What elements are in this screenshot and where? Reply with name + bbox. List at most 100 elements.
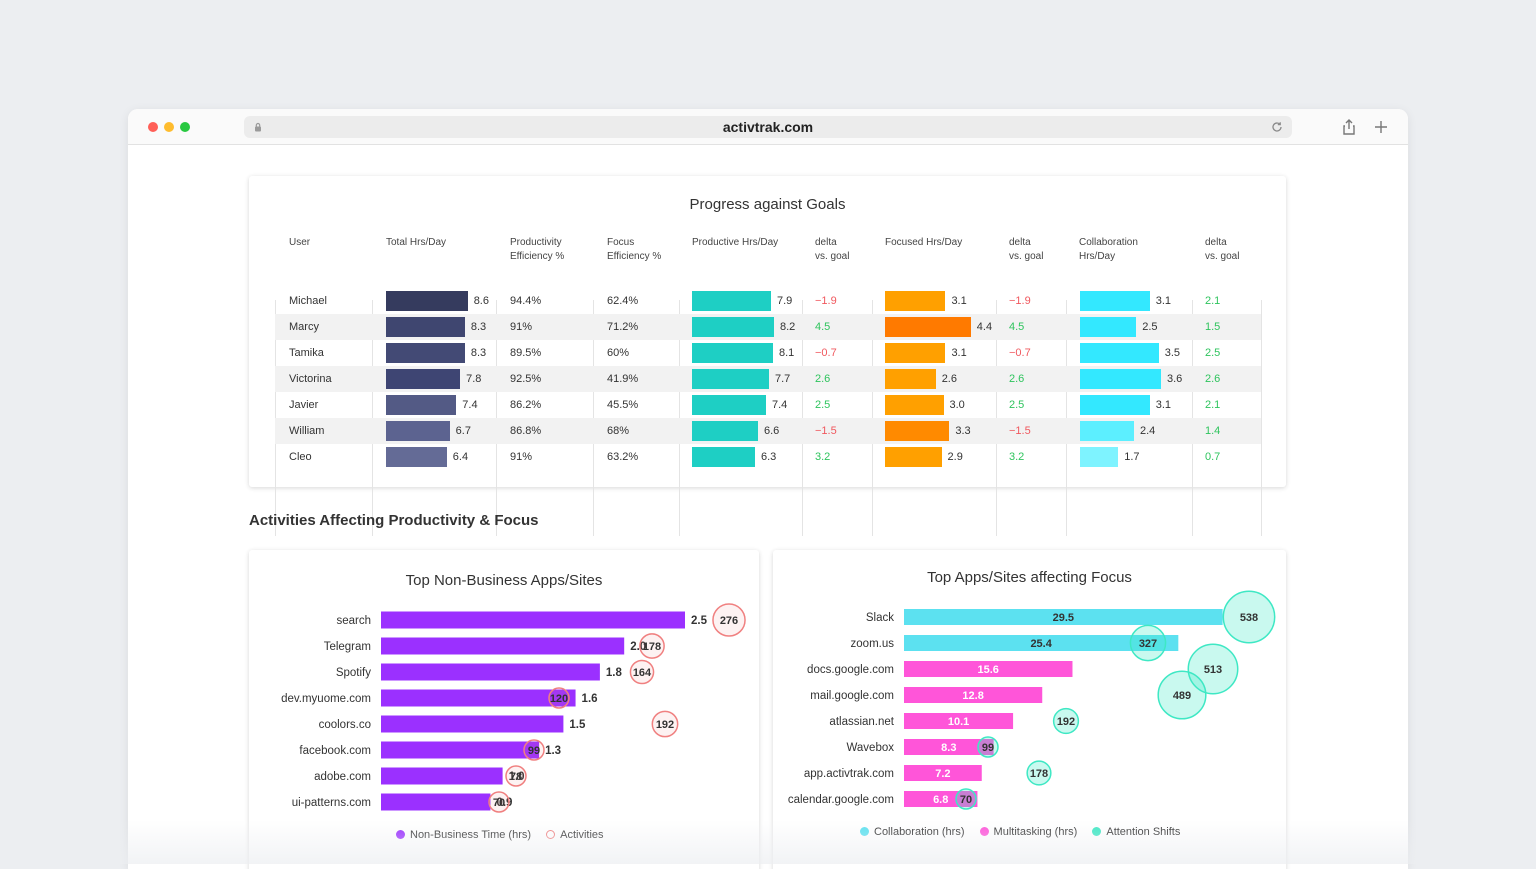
- attention-count-label: 99: [982, 742, 994, 754]
- bar-value-label: 7.2: [935, 768, 950, 780]
- delta-focused: −0.7: [1009, 347, 1031, 359]
- focused-hrs-value: 2.9: [947, 451, 963, 463]
- header-focused-hrs: Focused Hrs/Day: [885, 237, 963, 248]
- delta-focused: 4.5: [1009, 321, 1025, 333]
- delta-collaboration: 2.1: [1205, 295, 1221, 307]
- user-name: Michael: [289, 295, 327, 307]
- focused-hrs-value: 3.1: [951, 347, 967, 359]
- total-bar: [386, 421, 450, 441]
- category-label: Slack: [866, 612, 894, 624]
- table-row: Michael 8.6 94.4% 62.4% 7.9 −1.9 3.1 −1.9 3.1 2.1: [275, 288, 1261, 314]
- url-text: activtrak.com: [722, 119, 814, 135]
- collab-hrs-bar: [1080, 343, 1159, 363]
- prod-hrs-value: 6.3: [761, 451, 777, 463]
- delta-focused: −1.5: [1009, 425, 1031, 437]
- reload-icon[interactable]: [1270, 120, 1284, 134]
- total-value: 8.3: [470, 321, 487, 333]
- focused-hrs-value: 3.3: [955, 425, 971, 437]
- zoom-window-button[interactable]: [180, 122, 190, 132]
- close-window-button[interactable]: [148, 122, 158, 132]
- collab-hrs-bar: [1080, 291, 1150, 311]
- prod-hrs-value: 6.6: [764, 425, 780, 437]
- table-row: Tamika 8.3 89.5% 60% 8.1 −0.7 3.1 −0.7 3.5 2.5: [275, 340, 1261, 366]
- collab-hrs-bar: [1080, 317, 1137, 337]
- browser-window: activtrak.com Progress against Goals Use…: [128, 109, 1408, 869]
- attention-count-label: 327: [1139, 638, 1157, 650]
- delta-focused: 3.2: [1009, 451, 1025, 463]
- table-row: Marcy 8.3 91% 71.2% 8.2 4.5 4.4 4.5 2.5 1.5: [275, 314, 1261, 340]
- focused-hrs-value: 3.1: [951, 295, 967, 307]
- category-label: atlassian.net: [829, 716, 894, 728]
- bar-value-label: 1.8: [606, 667, 623, 679]
- prod-hrs-value: 7.7: [775, 373, 791, 385]
- delta-collaboration: 1.4: [1205, 425, 1221, 437]
- legend-label: Multitasking (hrs): [993, 826, 1078, 838]
- new-tab-icon[interactable]: [1372, 118, 1390, 136]
- legend-item-time: Non-Business Time (hrs): [396, 829, 531, 841]
- header-productive-hrs: Productive Hrs/Day: [692, 237, 779, 248]
- bar: [904, 765, 982, 781]
- browser-toolbar: activtrak.com: [128, 109, 1408, 145]
- category-label: Spotify: [336, 667, 371, 679]
- user-name: William: [289, 425, 325, 437]
- activity-count-label: 78: [510, 771, 522, 783]
- user-name: Tamika: [289, 347, 324, 359]
- productivity-efficiency: 94.4%: [510, 295, 542, 307]
- attention-count-label: 513: [1204, 664, 1222, 676]
- collab-hrs-value: 2.4: [1140, 425, 1156, 437]
- delta-collaboration: 0.7: [1205, 451, 1221, 463]
- attention-bubble: [1157, 670, 1207, 720]
- legend-swatch: [1092, 827, 1102, 836]
- activity-count-label: 70: [493, 797, 505, 809]
- collab-hrs-bar: [1080, 369, 1161, 389]
- focused-hrs-value: 3.0: [949, 399, 965, 411]
- delta-productive: −1.5: [815, 425, 837, 437]
- address-bar[interactable]: activtrak.com: [244, 116, 1292, 138]
- activity-bubble: [548, 687, 570, 709]
- prod-hrs-value: 7.9: [777, 295, 793, 307]
- bar-value-label: 25.4: [1030, 638, 1052, 650]
- focused-hrs-value: 2.6: [941, 373, 957, 385]
- header-collaboration-hrs: Collaboration Hrs/Day: [1079, 237, 1138, 262]
- bar: [381, 637, 625, 655]
- collab-hrs-bar: [1080, 447, 1119, 467]
- bar-value-label: 10.1: [948, 716, 969, 728]
- focus-efficiency: 41.9%: [607, 373, 639, 385]
- bar-value-label: 29.5: [1053, 612, 1074, 624]
- collab-hrs-bar: [1080, 395, 1150, 415]
- activity-bubble: [505, 765, 527, 787]
- attention-count-label: 489: [1173, 690, 1191, 702]
- goals-card-title: Progress against Goals: [689, 196, 846, 213]
- legend-label: Activities: [560, 829, 604, 841]
- collab-hrs-value: 3.5: [1164, 347, 1181, 359]
- non-business-chart-card: Top Non-Business Apps/Sites search 2.5 276…: [249, 550, 759, 869]
- activity-count-label: 120: [550, 693, 568, 705]
- activity-count-label: 99: [528, 745, 540, 757]
- bar: [904, 687, 1043, 703]
- category-label: ui-patterns.com: [292, 797, 371, 809]
- share-icon[interactable]: [1340, 118, 1358, 136]
- productivity-efficiency: 92.5%: [510, 373, 542, 385]
- header-delta-focused: delta vs. goal: [1009, 237, 1044, 262]
- focus-efficiency: 45.5%: [607, 399, 639, 411]
- bar: [381, 793, 491, 811]
- category-label: Wavebox: [846, 742, 894, 754]
- total-bar: [386, 369, 461, 389]
- bar-value-label: 1.3: [545, 745, 561, 757]
- column-divider: [1261, 300, 1262, 536]
- minimize-window-button[interactable]: [164, 122, 174, 132]
- category-label: calendar.google.com: [788, 794, 894, 806]
- table-row: William 6.7 86.8% 68% 6.6 −1.5 3.3 −1.5 2.4 1.4: [275, 418, 1261, 444]
- lock-icon: [255, 122, 261, 132]
- activity-bubble: [712, 603, 746, 637]
- bar-value-label: 15.6: [978, 664, 999, 676]
- total-bar: [386, 395, 457, 415]
- activity-bubble: [488, 791, 510, 813]
- delta-collaboration: 2.5: [1205, 347, 1221, 359]
- delta-collaboration: 2.6: [1205, 373, 1221, 385]
- collab-hrs-value: 3.1: [1155, 399, 1172, 411]
- delta-productive: −1.9: [815, 295, 837, 307]
- focus-efficiency: 63.2%: [607, 451, 639, 463]
- legend-label: Collaboration (hrs): [874, 826, 965, 838]
